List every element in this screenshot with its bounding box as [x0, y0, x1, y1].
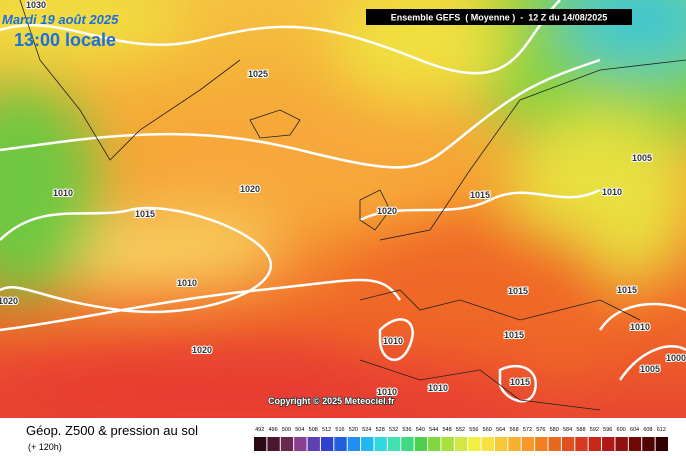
legend-swatch: [320, 437, 334, 451]
legend-label: 608: [643, 427, 652, 433]
legend: 492 496 500 504 508 512 516 520 524 528 532 536 540 5…: [254, 427, 668, 451]
isobar-label: 1020: [192, 345, 212, 355]
legend-label: 564: [496, 427, 505, 433]
legend-label: 536: [402, 427, 411, 433]
isobar-label: 1015: [510, 377, 530, 387]
isobar-label: 1010: [383, 336, 403, 346]
legend-swatch: [481, 437, 494, 451]
legend-swatch: [494, 437, 508, 451]
isobar-label: 1025: [248, 69, 268, 79]
isobar-label: 1005: [640, 364, 660, 374]
legend-swatch: [615, 437, 628, 451]
legend-label: 532: [389, 427, 398, 433]
legend-label: 576: [536, 427, 545, 433]
legend-swatch: [548, 437, 561, 451]
legend-label: 528: [376, 427, 385, 433]
legend-label: 504: [295, 427, 304, 433]
legend-label: 548: [443, 427, 452, 433]
legend-label: 492: [255, 427, 264, 433]
legend-label: 612: [657, 427, 666, 433]
legend-label: 556: [469, 427, 478, 433]
legend-swatch: [561, 437, 575, 451]
legend-swatch: [602, 437, 615, 451]
legend-label: 600: [617, 427, 626, 433]
isobar-label: 1010: [428, 383, 448, 393]
legend-label: 496: [268, 427, 277, 433]
legend-swatch: [387, 437, 401, 451]
isobar-label: 1015: [470, 190, 490, 200]
isobar-label: 1020: [0, 296, 18, 306]
isobar-label: 1020: [377, 206, 397, 216]
legend-label: 524: [362, 427, 371, 433]
legend-label: 604: [630, 427, 639, 433]
legend-swatch: [428, 437, 441, 451]
footer-lead: (+ 120h): [28, 442, 62, 452]
legend-label: 560: [483, 427, 492, 433]
legend-label: 544: [429, 427, 438, 433]
legend-label: 500: [282, 427, 291, 433]
isobar-label: 1015: [504, 330, 524, 340]
legend-label: 588: [576, 427, 585, 433]
legend-label: 512: [322, 427, 331, 433]
legend-swatch: [468, 437, 481, 451]
legend-swatch: [628, 437, 642, 451]
isobar-label: 1005: [632, 153, 652, 163]
legend-label: 516: [335, 427, 344, 433]
isobars: [0, 0, 686, 401]
isobar-label: 1015: [508, 286, 528, 296]
legend-label: 568: [509, 427, 518, 433]
legend-label: 592: [590, 427, 599, 433]
footer-title: Géop. Z500 & pression au sol: [26, 423, 198, 438]
model-box: [366, 9, 632, 25]
legend-swatch: [521, 437, 535, 451]
time: 13:00 locale: [14, 30, 116, 50]
legend-label: 580: [550, 427, 559, 433]
legend-label: 572: [523, 427, 532, 433]
legend-swatch: [334, 437, 347, 451]
legend-swatch: [642, 437, 655, 451]
legend-label: 552: [456, 427, 465, 433]
isobar-label: 1010: [177, 278, 197, 288]
isobar-label: 1015: [617, 285, 637, 295]
legend-swatch: [307, 437, 320, 451]
legend-swatch: [294, 437, 307, 451]
legend-swatch: [535, 437, 548, 451]
isobar-label: 1000: [666, 353, 686, 363]
legend-swatch: [454, 437, 468, 451]
legend-label: 596: [603, 427, 612, 433]
legend-swatch: [347, 437, 361, 451]
isobar-label: 1030: [26, 0, 46, 10]
isobar-labels: 1030 1025 1020 1015 1010 1020 1015 1010 1005 1010…: [0, 0, 686, 398]
model-label: Ensemble GEFS ( Moyenne ) - 12 Z du 14/0…: [391, 13, 608, 23]
legend-swatch: [254, 437, 267, 451]
isobar-label: 1015: [135, 209, 155, 219]
isobar-label: 1010: [630, 322, 650, 332]
isobar-label: 1010: [53, 188, 73, 198]
legend-label: 540: [416, 427, 425, 433]
legend-swatch: [508, 437, 521, 451]
legend-label: 584: [563, 427, 572, 433]
copyright: Copyright © 2025 Meteociel.fr: [268, 396, 395, 406]
legend-label: 508: [309, 427, 318, 433]
legend-swatch: [414, 437, 428, 451]
coastlines: [19, 0, 686, 411]
legend-swatch: [401, 437, 414, 451]
isobar-label: 1010: [602, 187, 622, 197]
legend-swatch: [267, 437, 280, 451]
legend-label: 520: [349, 427, 358, 433]
legend-swatch: [280, 437, 294, 451]
legend-swatch: [655, 437, 668, 451]
legend-swatch: [441, 437, 454, 451]
legend-swatch: [374, 437, 387, 451]
isobar-label: 1010: [377, 387, 397, 397]
legend-swatch: [361, 437, 374, 451]
date: Mardi 19 août 2025: [2, 12, 119, 27]
isobar-label: 1020: [240, 184, 260, 194]
legend-swatch: [575, 437, 588, 451]
legend-swatch: [588, 437, 602, 451]
